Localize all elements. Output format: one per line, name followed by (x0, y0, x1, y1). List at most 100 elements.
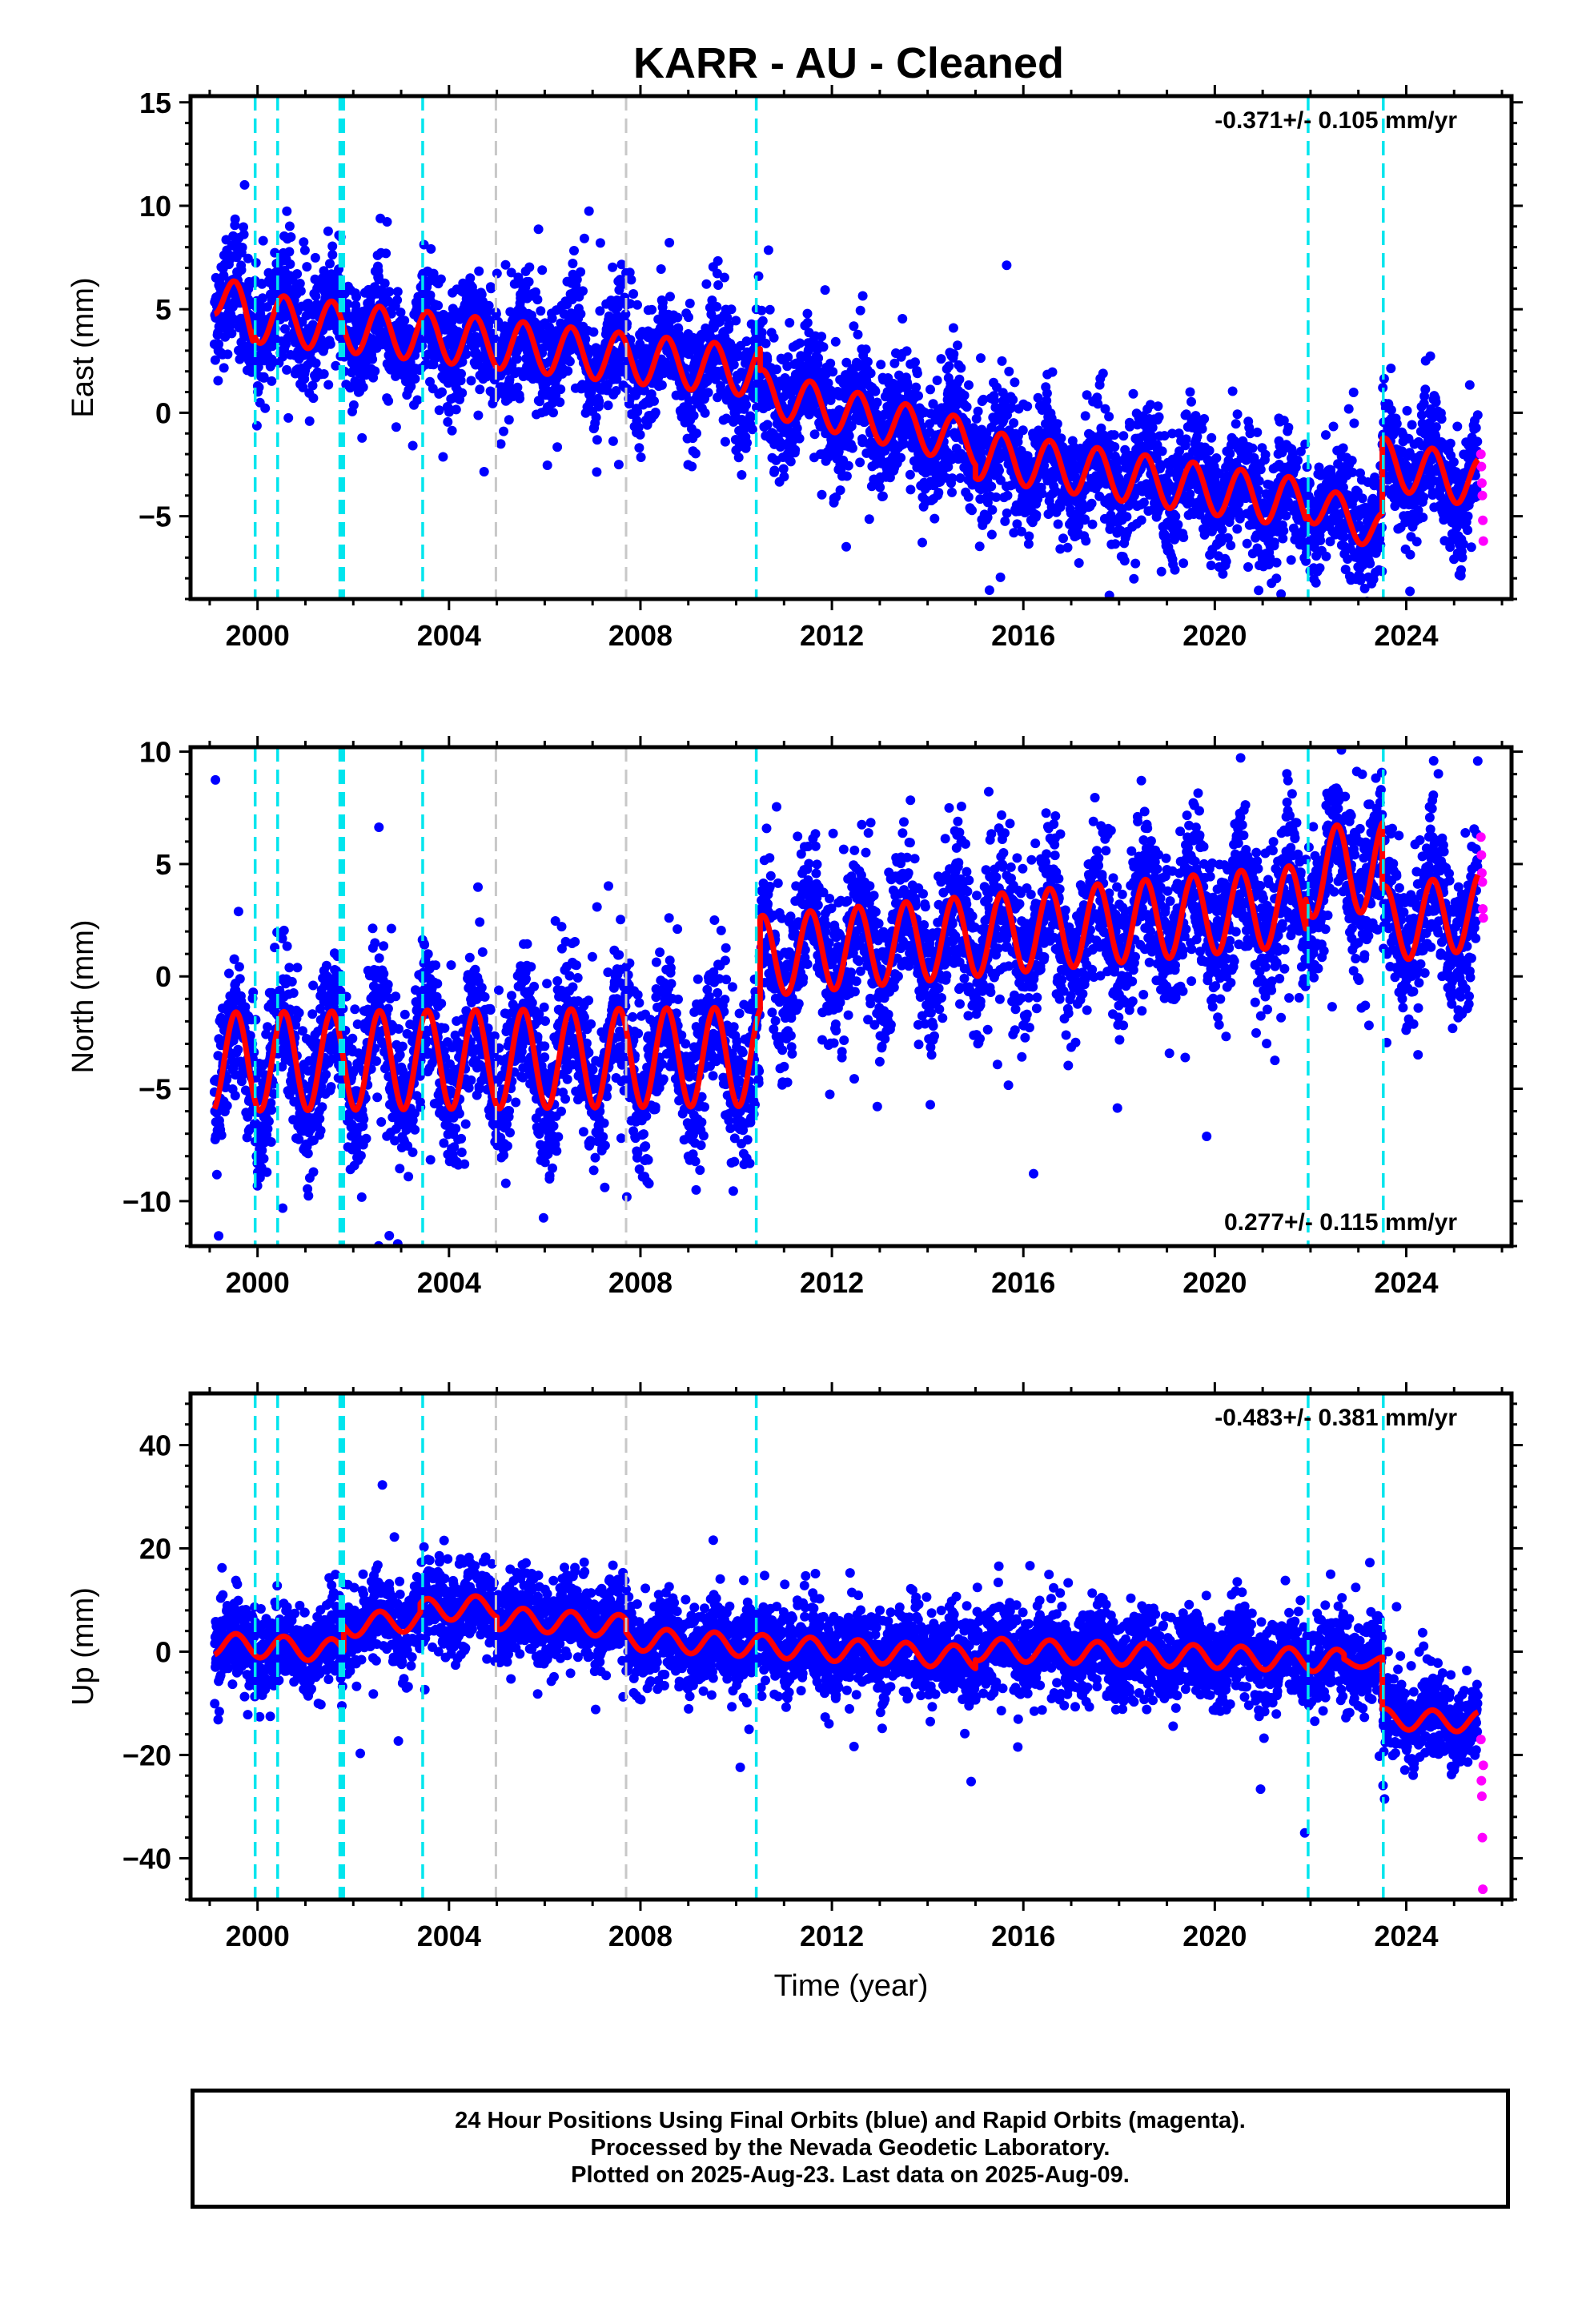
final-orbit-point (713, 255, 723, 266)
final-orbit-point (823, 378, 833, 388)
final-orbit-point (986, 529, 997, 540)
final-orbit-point (1405, 549, 1415, 560)
final-orbit-point (1050, 486, 1061, 497)
final-orbit-point (1231, 419, 1241, 429)
final-orbit-point (785, 456, 796, 467)
final-orbit-point (1405, 586, 1415, 597)
final-orbit-point (552, 442, 563, 452)
final-orbit-point (849, 321, 859, 332)
final-orbit-point (1009, 528, 1019, 538)
final-orbit-point (665, 238, 675, 247)
final-orbit-point (451, 404, 461, 415)
final-orbit-point (1254, 585, 1264, 596)
final-orbit-point (1006, 402, 1017, 412)
final-orbit-point (687, 461, 697, 472)
final-orbit-point (1349, 418, 1359, 428)
final-orbit-point (757, 305, 767, 316)
final-orbit-point (569, 246, 579, 255)
final-orbit-point (542, 460, 552, 470)
final-orbit-point (1386, 364, 1396, 373)
final-orbit-point (913, 391, 923, 401)
final-orbit-point (299, 237, 309, 247)
final-orbit-point (889, 358, 900, 368)
final-orbit-point (1170, 565, 1180, 575)
final-orbit-point (532, 295, 543, 305)
final-orbit-point (1242, 538, 1252, 549)
final-orbit-point (1221, 557, 1231, 567)
final-orbit-point (383, 396, 394, 406)
final-orbit-point (1024, 531, 1034, 541)
final-orbit-point (636, 452, 646, 462)
final-orbit-point (757, 328, 767, 338)
final-orbit-point (1074, 558, 1084, 568)
final-orbit-point (524, 276, 534, 287)
final-orbit-point (443, 416, 453, 427)
final-orbit-point (912, 368, 922, 379)
final-orbit-point (1343, 404, 1354, 414)
final-orbit-point (898, 439, 909, 449)
final-orbit-point (955, 473, 966, 483)
final-orbit-point (830, 336, 841, 347)
final-orbit-point (491, 309, 501, 319)
final-orbit-point (1315, 563, 1325, 573)
final-orbit-point (1207, 432, 1217, 443)
final-orbit-point (331, 360, 341, 371)
final-orbit-point (943, 462, 954, 472)
final-orbit-point (396, 308, 406, 318)
final-orbit-point (613, 460, 624, 470)
final-orbit-point (976, 353, 986, 364)
final-orbit-point (280, 324, 290, 334)
final-orbit-point (1056, 433, 1066, 444)
final-orbit-point (780, 376, 790, 387)
final-orbit-point (719, 272, 729, 283)
final-orbit-point (535, 396, 544, 407)
final-orbit-point (555, 397, 565, 408)
final-orbit-point (1347, 456, 1357, 466)
final-orbit-point (1357, 493, 1367, 504)
final-orbit-point (1080, 411, 1090, 421)
final-orbit-point (616, 259, 627, 270)
final-orbit-point (1129, 573, 1139, 584)
final-orbit-point (984, 585, 994, 595)
final-orbit-point (825, 358, 836, 368)
final-orbit-point (608, 262, 618, 272)
final-orbit-point (1156, 566, 1166, 577)
final-orbit-point (785, 318, 795, 328)
final-orbit-point (905, 485, 916, 495)
final-orbit-point (1321, 430, 1331, 440)
final-orbit-point (591, 412, 601, 423)
final-orbit-point (1042, 388, 1052, 399)
final-orbit-point (956, 363, 966, 373)
final-orbit-point (1247, 443, 1258, 453)
final-orbit-point (692, 428, 701, 439)
final-orbit-point (1010, 377, 1020, 388)
final-orbit-point (1283, 422, 1294, 432)
final-orbit-point (512, 382, 523, 392)
final-orbit-point (625, 299, 636, 309)
final-orbit-point (237, 243, 247, 252)
final-orbit-point (1356, 649, 1366, 659)
final-orbit-point (474, 266, 484, 276)
final-orbit-point (862, 356, 873, 367)
final-orbit-point (864, 514, 874, 525)
final-orbit-point (568, 259, 578, 268)
final-orbit-point (876, 360, 886, 370)
final-orbit-point (283, 412, 294, 423)
final-orbit-point (994, 465, 1004, 476)
final-orbit-point (953, 340, 962, 351)
final-orbit-point (307, 380, 318, 391)
final-orbit-point (284, 247, 295, 257)
final-orbit-point (496, 439, 506, 449)
final-orbit-point (302, 262, 312, 272)
final-orbit-point (959, 390, 970, 400)
final-orbit-point (1000, 516, 1010, 526)
final-orbit-point (1328, 421, 1339, 432)
final-orbit-point (400, 316, 410, 326)
final-orbit-point (579, 233, 589, 243)
final-orbit-point (1304, 478, 1315, 489)
final-orbit-point (986, 481, 997, 492)
final-orbit-point (722, 312, 733, 323)
final-orbit-point (724, 320, 734, 330)
final-orbit-point (1386, 405, 1396, 415)
final-orbit-point (611, 386, 621, 396)
